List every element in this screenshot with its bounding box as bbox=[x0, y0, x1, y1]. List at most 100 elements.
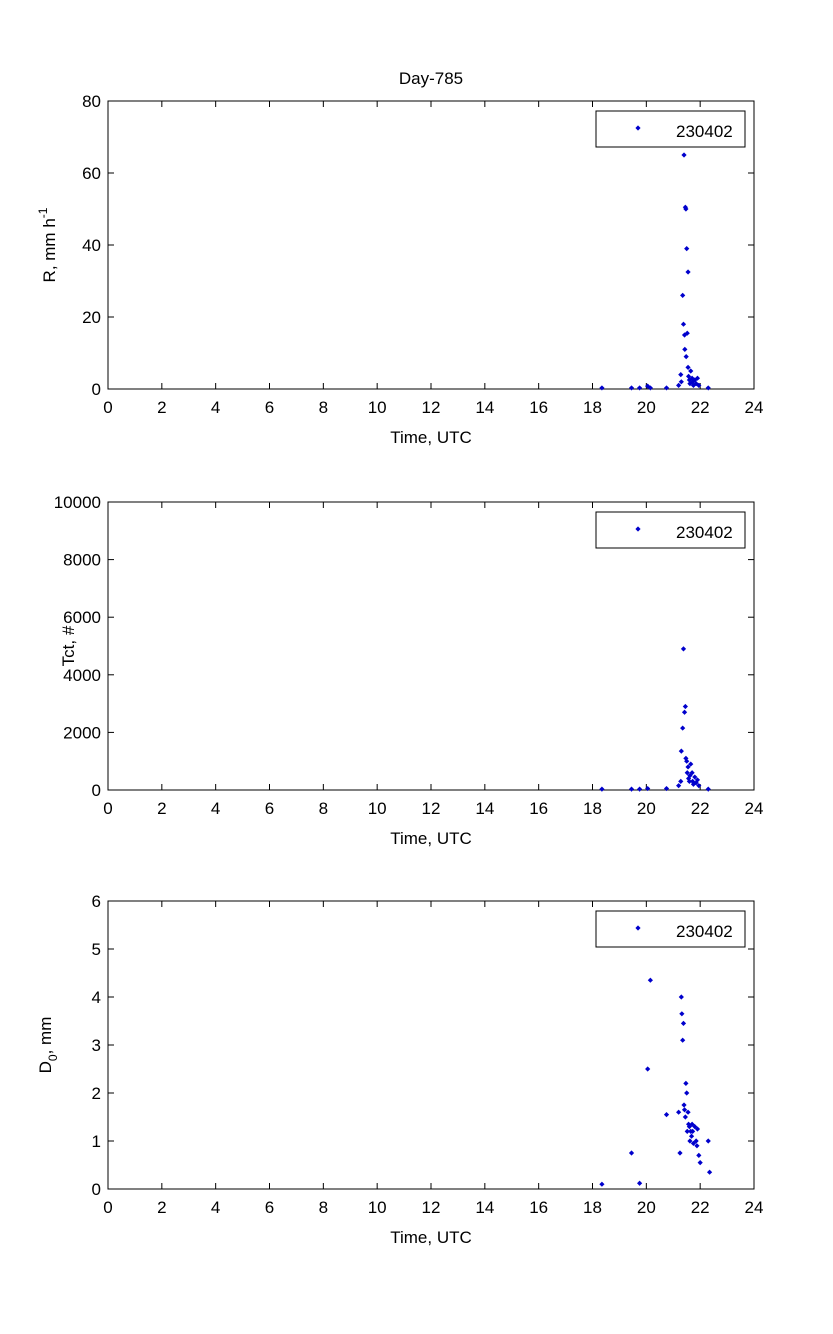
data-point bbox=[684, 1090, 690, 1096]
data-point bbox=[678, 778, 684, 784]
data-point bbox=[681, 332, 688, 338]
data-point bbox=[681, 1107, 688, 1113]
legend bbox=[595, 511, 746, 549]
data-point bbox=[628, 786, 635, 792]
data-point bbox=[685, 364, 691, 370]
data-point bbox=[628, 385, 635, 391]
data-point bbox=[683, 354, 689, 360]
data-point bbox=[689, 770, 695, 776]
data-point bbox=[680, 292, 686, 298]
x-tick-label: 16 bbox=[529, 1198, 548, 1217]
x-tick-label: 12 bbox=[422, 799, 441, 818]
legend-marker bbox=[635, 526, 641, 532]
data-point bbox=[679, 1011, 685, 1017]
x-tick-label: 8 bbox=[319, 799, 328, 818]
x-tick-label: 20 bbox=[637, 1198, 656, 1217]
x-tick-label: 24 bbox=[745, 398, 764, 417]
x-tick-label: 0 bbox=[103, 1198, 112, 1217]
data-point bbox=[692, 774, 698, 780]
data-point bbox=[681, 152, 687, 158]
y-tick-label: 60 bbox=[82, 164, 101, 183]
y-tick-label: 6000 bbox=[63, 608, 101, 627]
legend-label: 230402 bbox=[676, 922, 733, 941]
x-tick-label: 24 bbox=[745, 799, 764, 818]
y-tick-label: 20 bbox=[82, 308, 101, 327]
y-tick-label: 80 bbox=[82, 92, 101, 111]
data-point bbox=[687, 1138, 693, 1144]
data-point bbox=[684, 246, 690, 252]
data-point bbox=[637, 385, 643, 391]
data-point bbox=[678, 379, 684, 385]
y-tick-label: 0 bbox=[92, 1180, 101, 1199]
x-tick-label: 18 bbox=[583, 1198, 602, 1217]
data-point bbox=[681, 709, 688, 715]
data-point bbox=[645, 1066, 651, 1072]
data-point bbox=[690, 382, 697, 388]
legend bbox=[595, 110, 746, 148]
x-tick-label: 2 bbox=[157, 799, 166, 818]
y-tick-label: 40 bbox=[82, 236, 101, 255]
data-point bbox=[685, 269, 691, 275]
data-point bbox=[599, 385, 605, 391]
x-tick-label: 4 bbox=[211, 1198, 220, 1217]
data-point bbox=[677, 1150, 683, 1156]
legend-label: 230402 bbox=[676, 122, 733, 141]
data-point bbox=[676, 382, 682, 388]
data-point bbox=[705, 786, 711, 792]
x-tick-label: 14 bbox=[475, 799, 494, 818]
x-tick-label: 6 bbox=[265, 799, 274, 818]
x-axis-label: Time, UTC bbox=[390, 428, 472, 447]
data-point bbox=[682, 346, 688, 352]
data-point bbox=[680, 646, 687, 652]
y-tick-label: 1 bbox=[92, 1132, 101, 1151]
x-tick-label: 24 bbox=[745, 1198, 764, 1217]
y-axis-label: D0, mm bbox=[36, 1017, 60, 1074]
x-tick-label: 10 bbox=[368, 398, 387, 417]
y-tick-label: 8000 bbox=[63, 551, 101, 570]
x-axis-label: Time, UTC bbox=[390, 829, 472, 848]
y-axis-label: R, mm h-1 bbox=[36, 207, 59, 282]
x-tick-label: 10 bbox=[368, 1198, 387, 1217]
legend-label: 230402 bbox=[676, 523, 733, 542]
data-point bbox=[637, 786, 643, 792]
x-tick-label: 14 bbox=[475, 398, 494, 417]
y-tick-label: 10000 bbox=[54, 493, 101, 512]
data-point bbox=[685, 764, 691, 770]
data-point bbox=[647, 385, 653, 391]
data-point bbox=[693, 1138, 699, 1144]
data-point bbox=[647, 977, 653, 983]
data-point bbox=[663, 785, 670, 792]
data-point bbox=[663, 385, 670, 391]
data-point bbox=[690, 1128, 696, 1134]
data-point bbox=[676, 1109, 682, 1115]
y-tick-label: 4 bbox=[92, 988, 101, 1007]
data-point bbox=[693, 381, 699, 387]
data-point bbox=[683, 1080, 689, 1086]
y-tick-label: 2 bbox=[92, 1084, 101, 1103]
x-axis-label: Time, UTC bbox=[390, 1228, 472, 1247]
data-point bbox=[696, 1152, 702, 1158]
x-tick-label: 10 bbox=[368, 799, 387, 818]
legend-marker bbox=[635, 925, 641, 931]
x-tick-label: 20 bbox=[637, 398, 656, 417]
data-point bbox=[696, 783, 702, 789]
data-point bbox=[688, 368, 694, 374]
data-point bbox=[680, 725, 686, 731]
data-point bbox=[645, 785, 651, 792]
x-tick-label: 8 bbox=[319, 398, 328, 417]
y-tick-label: 0 bbox=[92, 380, 101, 399]
data-point bbox=[688, 1133, 695, 1139]
y-tick-label: 3 bbox=[92, 1036, 101, 1055]
legend-marker bbox=[635, 125, 641, 131]
data-point bbox=[706, 1169, 713, 1175]
data-point bbox=[693, 780, 699, 786]
data-point bbox=[678, 372, 684, 378]
data-point bbox=[688, 761, 694, 767]
data-point bbox=[685, 373, 692, 379]
x-tick-label: 8 bbox=[319, 1198, 328, 1217]
x-tick-label: 22 bbox=[691, 1198, 710, 1217]
data-point bbox=[684, 758, 690, 764]
